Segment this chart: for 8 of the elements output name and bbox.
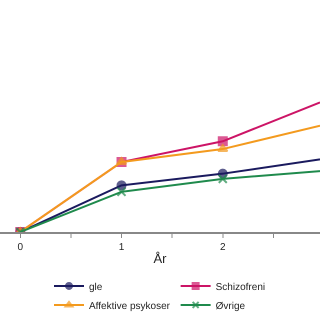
legend-label: Øvrige — [216, 300, 246, 312]
legend-label: Schizofreni — [216, 282, 266, 293]
legend-label: Affektive psykoser — [89, 300, 171, 312]
x-axis-title: År — [154, 250, 168, 266]
x-tick-label: 0 — [17, 242, 24, 253]
x-tick-label: 2 — [220, 242, 226, 253]
legend-label: gle — [89, 282, 103, 293]
x-tick-label: 1 — [118, 242, 125, 253]
